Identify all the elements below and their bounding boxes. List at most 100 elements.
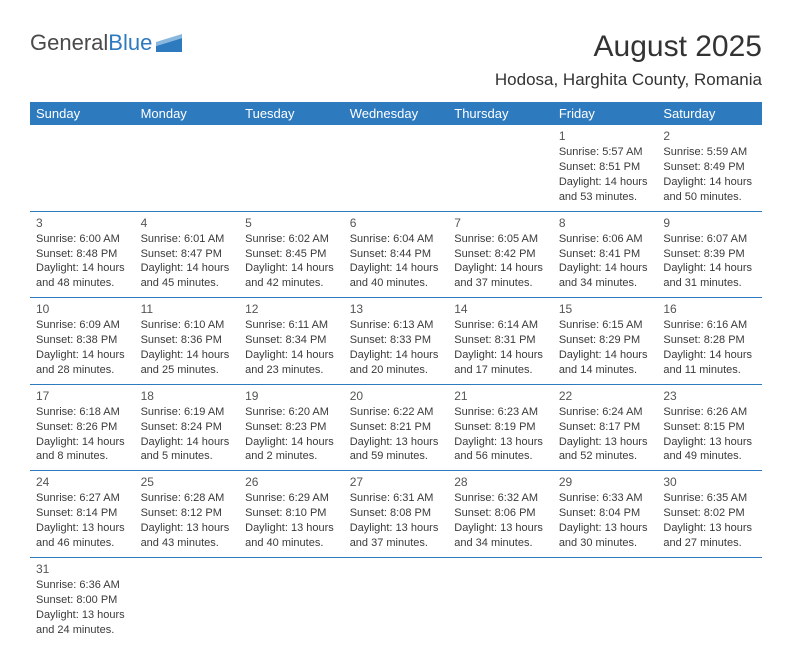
calendar-cell-empty [344,125,449,211]
sunrise-text: Sunrise: 6:22 AM [350,405,443,420]
sunrise-text: Sunrise: 6:33 AM [559,491,652,506]
sunrise-text: Sunrise: 6:20 AM [245,405,338,420]
calendar-cell: 3Sunrise: 6:00 AMSunset: 8:48 PMDaylight… [30,211,135,298]
day-number: 13 [350,301,443,317]
day-number: 25 [141,474,234,490]
sunset-text: Sunset: 8:06 PM [454,506,547,521]
daylight-text: Daylight: 14 hours and 20 minutes. [350,348,443,378]
sunset-text: Sunset: 8:36 PM [141,333,234,348]
sunset-text: Sunset: 8:51 PM [559,160,652,175]
daylight-text: Daylight: 14 hours and 23 minutes. [245,348,338,378]
day-number: 26 [245,474,338,490]
calendar-cell: 13Sunrise: 6:13 AMSunset: 8:33 PMDayligh… [344,298,449,385]
sunset-text: Sunset: 8:12 PM [141,506,234,521]
day-number: 28 [454,474,547,490]
daylight-text: Daylight: 14 hours and 11 minutes. [663,348,756,378]
sunset-text: Sunset: 8:19 PM [454,420,547,435]
sunrise-text: Sunrise: 6:13 AM [350,318,443,333]
day-number: 29 [559,474,652,490]
daylight-text: Daylight: 14 hours and 25 minutes. [141,348,234,378]
weekday-header: Friday [553,102,658,125]
sunrise-text: Sunrise: 6:05 AM [454,232,547,247]
calendar-cell: 28Sunrise: 6:32 AMSunset: 8:06 PMDayligh… [448,471,553,558]
sunrise-text: Sunrise: 5:59 AM [663,145,756,160]
sunrise-text: Sunrise: 6:23 AM [454,405,547,420]
day-number: 6 [350,215,443,231]
day-number: 24 [36,474,129,490]
calendar-cell: 12Sunrise: 6:11 AMSunset: 8:34 PMDayligh… [239,298,344,385]
sunset-text: Sunset: 8:44 PM [350,247,443,262]
calendar-row: 1Sunrise: 5:57 AMSunset: 8:51 PMDaylight… [30,125,762,211]
daylight-text: Daylight: 14 hours and 8 minutes. [36,435,129,465]
day-number: 11 [141,301,234,317]
calendar-cell: 20Sunrise: 6:22 AMSunset: 8:21 PMDayligh… [344,384,449,471]
day-number: 9 [663,215,756,231]
calendar-cell: 19Sunrise: 6:20 AMSunset: 8:23 PMDayligh… [239,384,344,471]
sunset-text: Sunset: 8:29 PM [559,333,652,348]
page: GeneralBlue August 2025 Hodosa, Harghita… [0,0,792,653]
calendar-cell: 7Sunrise: 6:05 AMSunset: 8:42 PMDaylight… [448,211,553,298]
sunrise-text: Sunrise: 6:18 AM [36,405,129,420]
calendar-cell: 16Sunrise: 6:16 AMSunset: 8:28 PMDayligh… [657,298,762,385]
calendar-cell: 6Sunrise: 6:04 AMSunset: 8:44 PMDaylight… [344,211,449,298]
calendar-cell: 17Sunrise: 6:18 AMSunset: 8:26 PMDayligh… [30,384,135,471]
sunset-text: Sunset: 8:28 PM [663,333,756,348]
calendar-cell: 22Sunrise: 6:24 AMSunset: 8:17 PMDayligh… [553,384,658,471]
calendar-cell: 1Sunrise: 5:57 AMSunset: 8:51 PMDaylight… [553,125,658,211]
sunset-text: Sunset: 8:42 PM [454,247,547,262]
daylight-text: Daylight: 13 hours and 46 minutes. [36,521,129,551]
daylight-text: Daylight: 14 hours and 40 minutes. [350,261,443,291]
daylight-text: Daylight: 13 hours and 27 minutes. [663,521,756,551]
sunrise-text: Sunrise: 6:32 AM [454,491,547,506]
day-number: 18 [141,388,234,404]
sunset-text: Sunset: 8:04 PM [559,506,652,521]
sunrise-text: Sunrise: 5:57 AM [559,145,652,160]
calendar-cell: 30Sunrise: 6:35 AMSunset: 8:02 PMDayligh… [657,471,762,558]
calendar-table: SundayMondayTuesdayWednesdayThursdayFrid… [30,102,762,643]
sunset-text: Sunset: 8:38 PM [36,333,129,348]
calendar-cell: 15Sunrise: 6:15 AMSunset: 8:29 PMDayligh… [553,298,658,385]
calendar-cell-empty [135,125,240,211]
calendar-cell: 21Sunrise: 6:23 AMSunset: 8:19 PMDayligh… [448,384,553,471]
sunset-text: Sunset: 8:10 PM [245,506,338,521]
sunrise-text: Sunrise: 6:16 AM [663,318,756,333]
sunset-text: Sunset: 8:41 PM [559,247,652,262]
daylight-text: Daylight: 13 hours and 43 minutes. [141,521,234,551]
sunrise-text: Sunrise: 6:10 AM [141,318,234,333]
sunrise-text: Sunrise: 6:24 AM [559,405,652,420]
page-title: August 2025 [495,30,762,64]
sunset-text: Sunset: 8:26 PM [36,420,129,435]
calendar-cell: 23Sunrise: 6:26 AMSunset: 8:15 PMDayligh… [657,384,762,471]
daylight-text: Daylight: 13 hours and 59 minutes. [350,435,443,465]
calendar-cell: 9Sunrise: 6:07 AMSunset: 8:39 PMDaylight… [657,211,762,298]
calendar-cell: 10Sunrise: 6:09 AMSunset: 8:38 PMDayligh… [30,298,135,385]
day-number: 10 [36,301,129,317]
sunset-text: Sunset: 8:34 PM [245,333,338,348]
daylight-text: Daylight: 13 hours and 52 minutes. [559,435,652,465]
logo: GeneralBlue [30,30,182,56]
day-number: 15 [559,301,652,317]
sunset-text: Sunset: 8:47 PM [141,247,234,262]
calendar-cell: 26Sunrise: 6:29 AMSunset: 8:10 PMDayligh… [239,471,344,558]
day-number: 16 [663,301,756,317]
sunset-text: Sunset: 8:33 PM [350,333,443,348]
calendar-cell: 2Sunrise: 5:59 AMSunset: 8:49 PMDaylight… [657,125,762,211]
daylight-text: Daylight: 13 hours and 56 minutes. [454,435,547,465]
daylight-text: Daylight: 14 hours and 48 minutes. [36,261,129,291]
logo-text-a: General [30,30,108,56]
daylight-text: Daylight: 14 hours and 31 minutes. [663,261,756,291]
day-number: 8 [559,215,652,231]
calendar-cell: 14Sunrise: 6:14 AMSunset: 8:31 PMDayligh… [448,298,553,385]
daylight-text: Daylight: 14 hours and 17 minutes. [454,348,547,378]
calendar-cell: 18Sunrise: 6:19 AMSunset: 8:24 PMDayligh… [135,384,240,471]
weekday-header: Wednesday [344,102,449,125]
sunrise-text: Sunrise: 6:02 AM [245,232,338,247]
sunrise-text: Sunrise: 6:29 AM [245,491,338,506]
day-number: 12 [245,301,338,317]
daylight-text: Daylight: 14 hours and 50 minutes. [663,175,756,205]
calendar-row: 10Sunrise: 6:09 AMSunset: 8:38 PMDayligh… [30,298,762,385]
calendar-cell-empty [553,557,658,643]
calendar-cell: 11Sunrise: 6:10 AMSunset: 8:36 PMDayligh… [135,298,240,385]
sunrise-text: Sunrise: 6:28 AM [141,491,234,506]
daylight-text: Daylight: 14 hours and 14 minutes. [559,348,652,378]
